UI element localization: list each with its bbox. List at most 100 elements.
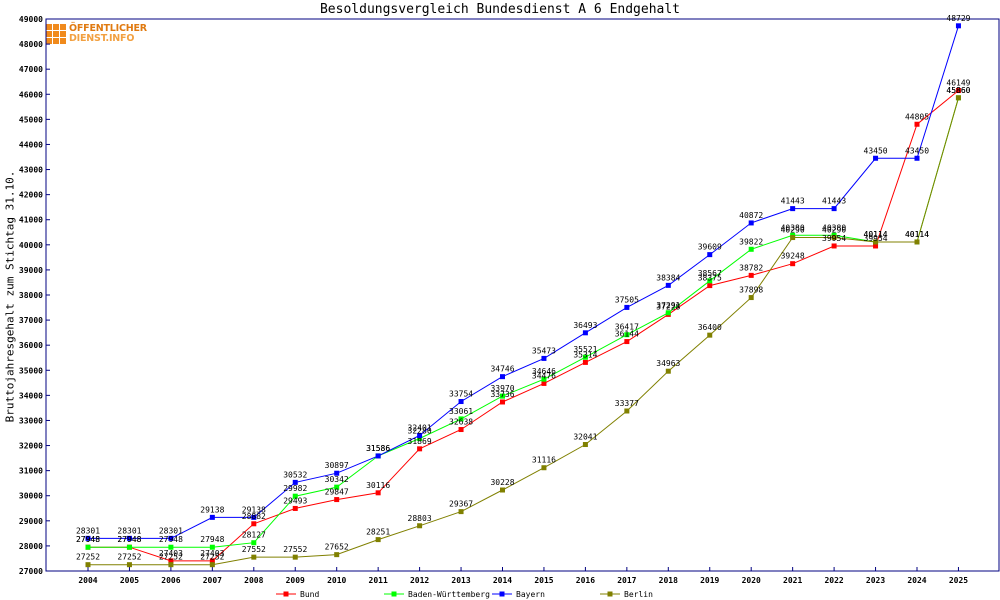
data-point	[209, 514, 215, 520]
y-tick-label: 39000	[19, 266, 43, 275]
y-tick-label: 49000	[19, 15, 43, 24]
data-label: 41443	[822, 197, 846, 206]
data-label: 44805	[905, 112, 929, 121]
data-point	[748, 272, 754, 278]
data-label: 31586	[366, 444, 390, 453]
data-label: 38375	[698, 274, 722, 283]
data-label: 31116	[532, 456, 556, 465]
axes: 27000 28000 29000 30000 31000 32000 33000 34000…	[19, 15, 1000, 585]
data-point	[251, 540, 257, 546]
x-tick-label: 2023	[866, 576, 885, 585]
data-label: 29982	[283, 484, 307, 493]
y-axis-label: Bruttojahresgehalt zum Stichtag 31.10.	[3, 170, 17, 423]
y-tick-label: 40000	[19, 241, 43, 250]
data-point	[168, 558, 174, 564]
logo: ÖFFENTLICHER DIENST.INFO	[46, 22, 162, 46]
data-label: 27552	[242, 545, 266, 554]
data-point	[582, 354, 588, 360]
y-tick-label: 34000	[19, 391, 43, 400]
data-point	[85, 535, 91, 541]
logo-line2: DIENST.INFO	[69, 33, 135, 44]
series-line	[88, 25, 959, 539]
data-point	[955, 95, 961, 101]
data-point	[209, 562, 215, 568]
data-label: 40380	[781, 223, 805, 232]
y-tick-label: 30000	[19, 492, 43, 501]
y-tick-label: 48000	[19, 40, 43, 49]
data-label: 27403	[200, 549, 224, 558]
data-point	[707, 283, 713, 289]
data-point	[458, 416, 464, 422]
data-label: 40290	[822, 226, 846, 235]
data-label: 27948	[117, 535, 141, 544]
data-label: 29493	[283, 496, 307, 505]
data-point	[790, 235, 796, 241]
data-point	[500, 487, 505, 493]
data-point	[790, 206, 796, 212]
data-point	[955, 88, 961, 94]
data-point	[914, 155, 920, 161]
legend-entry: Baden-Württemberg	[408, 590, 490, 599]
x-tick-label: 2020	[742, 576, 761, 585]
legend-entry: Berlin	[624, 590, 653, 599]
data-point	[665, 310, 671, 316]
data-label: 33970	[490, 384, 514, 393]
data-label: 29367	[449, 500, 473, 509]
x-tick-label: 2008	[244, 576, 263, 585]
data-label: 39954	[822, 234, 846, 243]
data-point	[665, 368, 671, 374]
data-label: 32041	[573, 433, 597, 442]
data-point	[707, 332, 713, 338]
data-point	[873, 243, 879, 249]
data-point	[831, 243, 837, 249]
y-tick-label: 44000	[19, 140, 43, 149]
data-label: 39822	[739, 237, 763, 246]
data-label: 32401	[408, 423, 432, 432]
data-label: 27403	[159, 549, 183, 558]
data-label: 48729	[946, 14, 970, 23]
x-tick-label: 2014	[493, 576, 512, 585]
data-label: 27652	[325, 543, 349, 552]
data-point	[500, 393, 505, 399]
plot-frame	[45, 18, 1000, 572]
grid-logo-icon	[46, 24, 66, 44]
x-tick-label: 2011	[369, 576, 388, 585]
data-label: 40380	[822, 223, 846, 232]
data-point	[251, 514, 257, 520]
data-point	[168, 544, 174, 550]
x-tick-label: 2015	[534, 576, 553, 585]
data-point	[458, 399, 464, 405]
data-label: 29847	[325, 488, 349, 497]
y-tick-label: 46000	[19, 90, 43, 99]
y-tick-label: 32000	[19, 442, 43, 451]
data-label: 37898	[739, 286, 763, 295]
y-tick-label: 41000	[19, 216, 43, 225]
data-point	[665, 282, 671, 288]
data-point	[168, 562, 174, 568]
x-tick-label: 2025	[949, 576, 968, 585]
data-point	[458, 509, 464, 515]
data-label: 34746	[490, 365, 514, 374]
logo-line1: ÖFFENTLICHER	[69, 23, 147, 34]
y-tick-label: 47000	[19, 65, 43, 74]
x-tick-label: 2006	[161, 576, 180, 585]
series-lines	[85, 23, 961, 568]
data-label: 36417	[615, 323, 639, 332]
data-point	[624, 304, 630, 310]
data-label: 27948	[76, 535, 100, 544]
data-label: 39954	[864, 234, 888, 243]
y-tick-label: 27000	[19, 567, 43, 576]
x-tick-label: 2004	[78, 576, 97, 585]
legend-swatch-marker	[283, 591, 289, 597]
y-tick-label: 33000	[19, 416, 43, 425]
y-tick-label: 43000	[19, 166, 43, 175]
data-label: 45860	[946, 86, 970, 95]
data-label: 40114	[905, 230, 929, 239]
data-label: 30228	[490, 478, 514, 487]
data-point	[292, 493, 298, 499]
chart-title: Besoldungsvergleich Bundesdienst A 6 End…	[319, 2, 681, 17]
data-point	[417, 523, 423, 529]
data-point	[707, 252, 713, 258]
data-label: 28301	[117, 526, 141, 535]
